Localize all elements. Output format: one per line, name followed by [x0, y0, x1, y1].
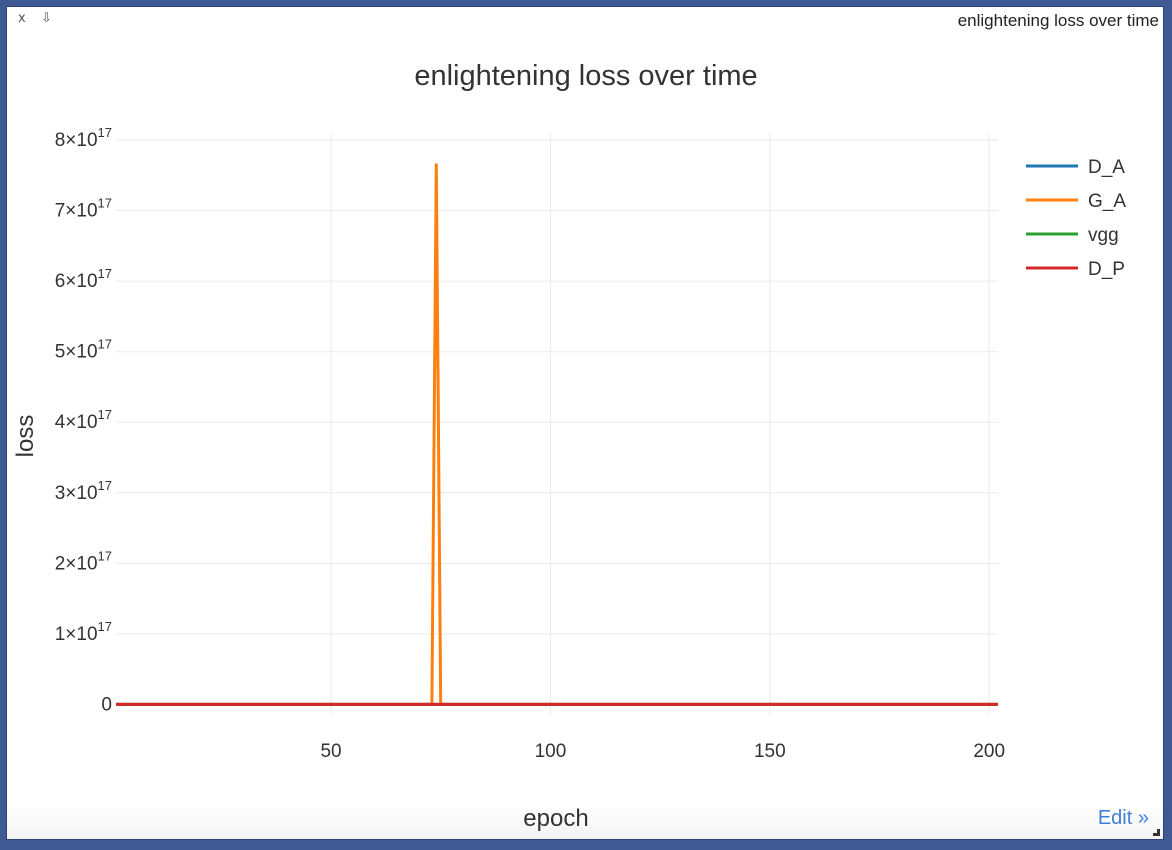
- download-icon[interactable]: ⇩: [41, 11, 52, 26]
- edit-link[interactable]: Edit »: [1098, 807, 1149, 829]
- y-tick-exponent: 17: [98, 478, 112, 493]
- close-icon[interactable]: x: [18, 11, 26, 26]
- y-tick-label: 7×1017: [55, 196, 112, 222]
- x-tick-label: 50: [320, 741, 341, 762]
- y-tick-label: 6×1017: [55, 266, 112, 292]
- y-tick-base: 4×10: [55, 412, 98, 433]
- y-tick-label: 0: [101, 694, 112, 715]
- x-tick-label: 100: [535, 741, 567, 762]
- y-tick-base: 5×10: [55, 342, 98, 363]
- y-tick-base: 1×10: [55, 624, 98, 645]
- y-tick-base: 2×10: [55, 553, 98, 574]
- y-axis-label: loss: [12, 415, 39, 458]
- y-tick-exponent: 17: [98, 125, 112, 140]
- x-axis-label: epoch: [523, 805, 588, 832]
- resize-handle-icon[interactable]: [1153, 829, 1160, 836]
- y-tick-label: 5×1017: [55, 337, 112, 363]
- pane-title: enlightening loss over time: [957, 11, 1159, 30]
- y-tick-base: 7×10: [55, 201, 98, 222]
- legend-label: D_A: [1088, 157, 1125, 178]
- y-tick-label: 3×1017: [55, 478, 112, 504]
- y-tick-base: 0: [101, 694, 112, 715]
- y-tick-base: 8×10: [55, 130, 98, 151]
- pane-footer: [7, 805, 1163, 839]
- legend-label: G_A: [1088, 191, 1126, 212]
- legend-label: vgg: [1088, 225, 1119, 246]
- y-tick-exponent: 17: [98, 407, 112, 422]
- y-tick-label: 2×1017: [55, 548, 112, 574]
- plot-pane: x ⇩ enlightening loss over time: [6, 6, 1164, 840]
- y-tick-exponent: 17: [98, 337, 112, 352]
- series-line-g_a: [116, 163, 998, 706]
- y-tick-exponent: 17: [98, 266, 112, 281]
- y-tick-base: 6×10: [55, 271, 98, 292]
- y-tick-exponent: 17: [98, 619, 112, 634]
- y-tick-label: 4×1017: [55, 407, 112, 433]
- y-tick-label: 8×1017: [55, 125, 112, 151]
- chart-title: enlightening loss over time: [414, 60, 757, 92]
- x-tick-label: 200: [973, 741, 1005, 762]
- y-tick-exponent: 17: [98, 548, 112, 563]
- y-tick-exponent: 17: [98, 196, 112, 211]
- y-tick-base: 3×10: [55, 483, 98, 504]
- y-tick-label: 1×1017: [55, 619, 112, 645]
- x-tick-label: 150: [754, 741, 786, 762]
- legend-label: D_P: [1088, 259, 1125, 280]
